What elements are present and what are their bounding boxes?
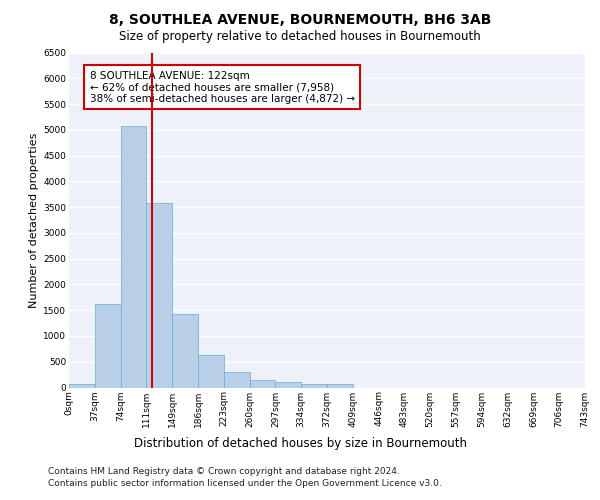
Text: Distribution of detached houses by size in Bournemouth: Distribution of detached houses by size … (133, 438, 467, 450)
Bar (327, 384, 353, 388)
Bar (95, 304, 121, 388)
Bar (121, 126, 146, 388)
Bar (224, 372, 250, 388)
Text: Size of property relative to detached houses in Bournemouth: Size of property relative to detached ho… (119, 30, 481, 43)
Text: 8 SOUTHLEA AVENUE: 122sqm
← 62% of detached houses are smaller (7,958)
38% of se: 8 SOUTHLEA AVENUE: 122sqm ← 62% of detac… (89, 70, 355, 104)
Text: Contains HM Land Registry data © Crown copyright and database right 2024.: Contains HM Land Registry data © Crown c… (48, 468, 400, 476)
Bar (146, 203, 172, 388)
Bar (69, 384, 95, 388)
Bar (250, 380, 275, 388)
Text: Contains public sector information licensed under the Open Government Licence v3: Contains public sector information licen… (48, 478, 442, 488)
Bar (275, 382, 301, 388)
Bar (172, 314, 198, 388)
Text: 8, SOUTHLEA AVENUE, BOURNEMOUTH, BH6 3AB: 8, SOUTHLEA AVENUE, BOURNEMOUTH, BH6 3AB (109, 12, 491, 26)
Bar (301, 384, 327, 388)
Bar (198, 356, 224, 388)
Y-axis label: Number of detached properties: Number of detached properties (29, 132, 39, 308)
